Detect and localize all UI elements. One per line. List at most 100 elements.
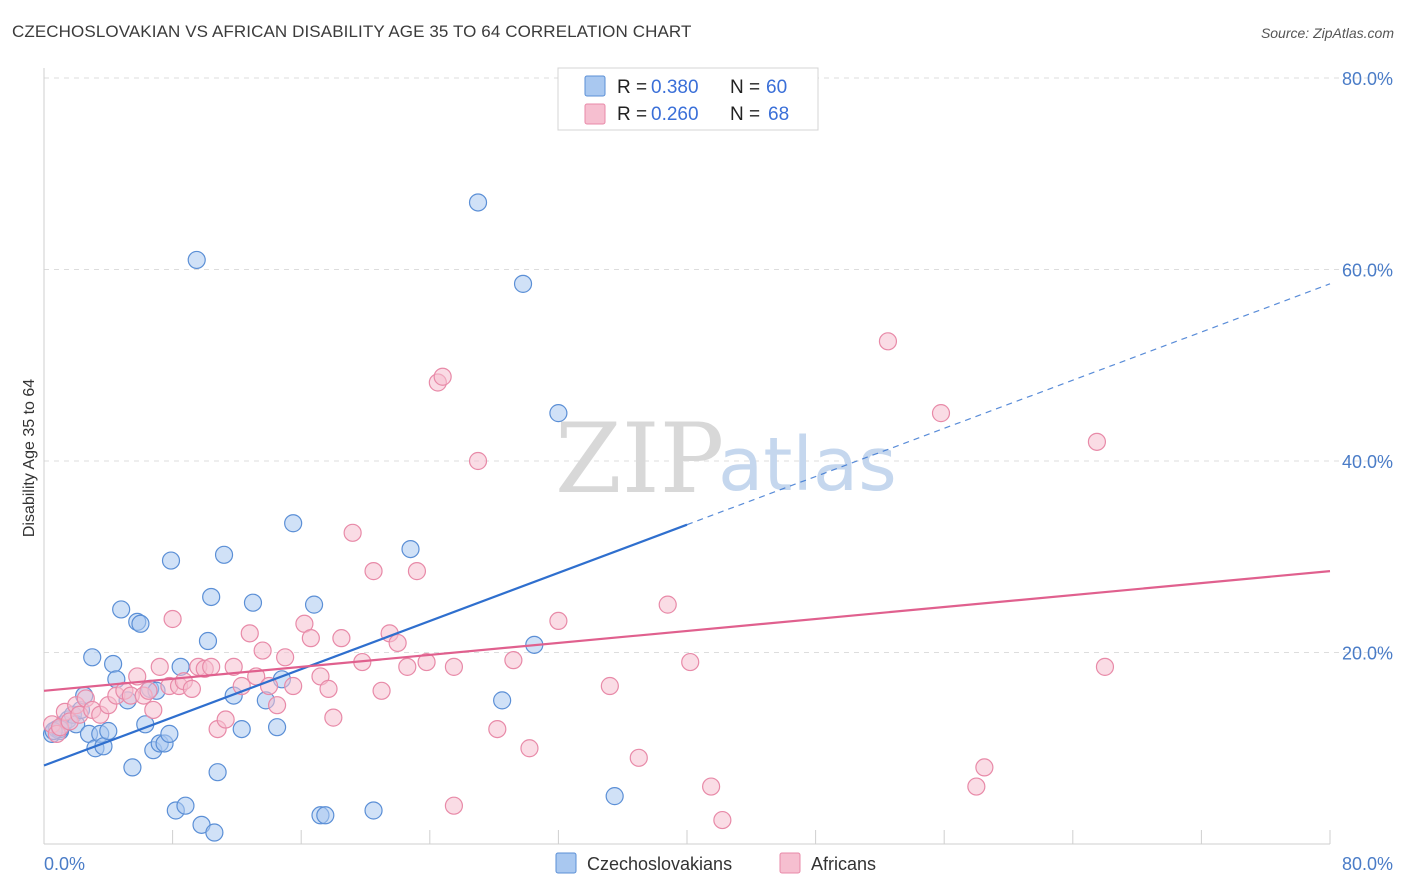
bottom-legend: Czechoslovakians Africans — [555, 852, 876, 874]
african-point — [681, 652, 700, 672]
african-trend-line — [43, 570, 1331, 692]
legend-r-label-2: R = — [617, 104, 647, 125]
czechoslovakian-point — [202, 587, 221, 607]
african-point — [144, 700, 163, 720]
african-point — [253, 641, 272, 660]
czechoslovakian-point — [205, 823, 224, 842]
african-point — [324, 708, 343, 727]
czechoslovakian-point — [549, 404, 568, 423]
african-point — [276, 648, 295, 667]
bottom-legend-czechoslovakians: Czechoslovakians — [587, 854, 732, 874]
bottom-legend-africans: Africans — [811, 854, 876, 874]
legend: R = 0.380 N = 60 R = 0.260 N = 68 — [557, 67, 819, 131]
african-point — [139, 681, 158, 700]
african-point — [267, 696, 287, 715]
african-point — [702, 777, 721, 796]
legend-swatch-pink — [584, 103, 606, 125]
african-point — [444, 657, 464, 676]
african-point — [600, 676, 619, 696]
african-point — [398, 657, 417, 676]
african-point — [444, 796, 464, 815]
african-point — [224, 657, 243, 676]
african-point — [504, 651, 523, 670]
african-point — [1095, 657, 1115, 676]
czechoslovakian-point — [401, 539, 420, 559]
chart-title: CZECHOSLOVAKIAN VS AFRICAN DISABILITY AG… — [12, 22, 692, 41]
african-point — [332, 629, 351, 648]
czechoslovakian-point — [468, 193, 488, 212]
czechoslovakian-point — [83, 648, 102, 667]
african-point — [372, 681, 391, 700]
african-point — [319, 679, 338, 698]
czechoslovakian-point — [284, 514, 303, 533]
african-point — [967, 777, 986, 796]
y-tick-labels: 20.0% 40.0% 60.0% 80.0% — [1342, 69, 1393, 664]
czechoslovakian-point — [605, 787, 624, 806]
legend-r-label-1: R = — [617, 77, 647, 98]
legend-n-value-1: 60 — [766, 77, 787, 98]
african-point — [629, 748, 648, 767]
african-point — [433, 367, 452, 386]
african-point — [301, 629, 320, 648]
african-point — [713, 810, 732, 830]
african-point — [202, 657, 221, 676]
watermark-zip: ZIP — [555, 403, 724, 515]
african-point — [364, 562, 383, 581]
czechoslovakian-point — [493, 691, 512, 710]
african-point — [407, 562, 427, 581]
y-tick-label: 60.0% — [1342, 261, 1393, 281]
czechoslovakian-point — [198, 631, 218, 651]
african-point — [549, 611, 568, 631]
african-point — [240, 624, 259, 643]
african-point — [417, 652, 436, 672]
legend-r-value-1: 0.380 — [651, 77, 699, 98]
czechoslovakian-point — [99, 721, 118, 741]
czechoslovakian-point — [232, 719, 251, 739]
legend-n-label-1: N = — [730, 77, 760, 98]
czechoslovakian-point — [513, 274, 533, 293]
czechoslovakian-trend-extrapolation — [686, 283, 1331, 526]
czechoslovakian-point — [104, 654, 123, 674]
czechoslovakian-point — [316, 806, 335, 825]
legend-swatch-blue — [584, 75, 606, 97]
african-point — [975, 758, 994, 777]
legend-n-value-2: 68 — [768, 104, 789, 125]
czechoslovakian-point — [267, 718, 287, 737]
grid-lines — [44, 77, 1393, 653]
czechoslovakian-point — [208, 763, 227, 782]
african-point — [520, 739, 539, 758]
african-point — [388, 633, 407, 653]
czechoslovakian-point — [112, 600, 131, 619]
african-point — [216, 710, 235, 729]
legend-r-value-2: 0.260 — [651, 104, 699, 125]
czechoslovakian-point — [176, 796, 195, 815]
watermark-atlas: atlas — [718, 422, 897, 508]
african-points — [42, 332, 1115, 830]
czechoslovakian-trend-line — [43, 523, 688, 767]
watermark: ZIP atlas — [555, 403, 897, 515]
czechoslovakian-point — [304, 595, 324, 614]
source-credit: Source: ZipAtlas.com — [1260, 25, 1394, 41]
trend-lines — [43, 283, 1331, 767]
african-point — [878, 332, 898, 351]
czechoslovakian-point — [187, 250, 206, 270]
african-point — [163, 609, 182, 629]
x-tick-labels: 0.0% 80.0% — [44, 854, 1393, 874]
african-point — [488, 719, 507, 739]
x-tick-min: 0.0% — [44, 854, 85, 874]
y-tick-label: 20.0% — [1342, 644, 1393, 664]
czechoslovakian-point — [161, 551, 181, 570]
czechoslovakian-point — [214, 545, 234, 564]
y-tick-label: 40.0% — [1342, 452, 1393, 472]
african-point — [468, 451, 488, 471]
czechoslovakian-point — [131, 614, 150, 633]
czechoslovakian-point — [123, 758, 142, 777]
african-point — [182, 679, 201, 698]
czechoslovakian-point — [243, 593, 263, 612]
x-tick-max: 80.0% — [1342, 854, 1393, 874]
y-axis-label: Disability Age 35 to 64 — [21, 379, 38, 537]
african-point — [1087, 432, 1107, 451]
bottom-legend-swatch-blue — [555, 852, 577, 874]
legend-n-label-2: N = — [730, 104, 760, 125]
